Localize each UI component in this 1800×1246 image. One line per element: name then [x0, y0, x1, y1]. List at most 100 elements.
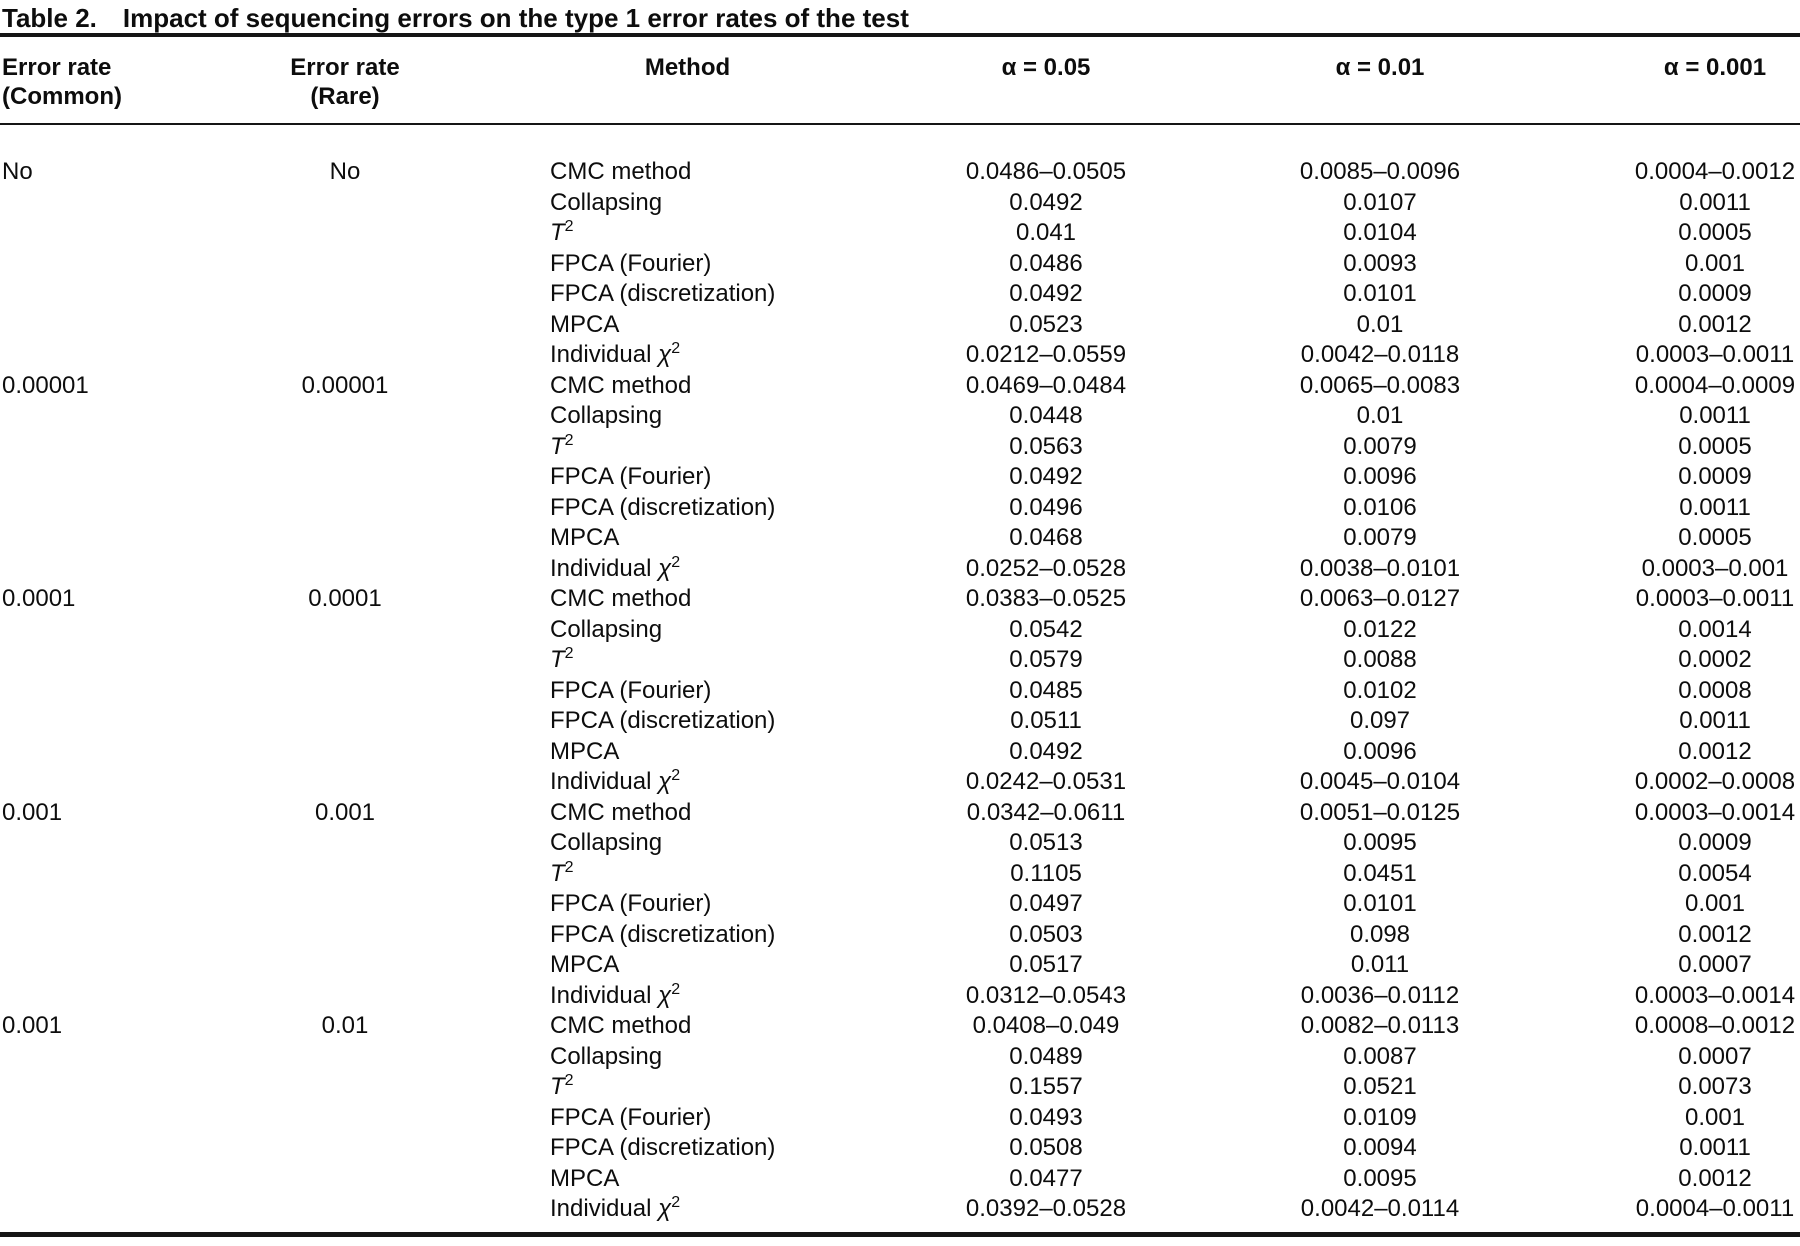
- cell-error-rate-common: [0, 218, 245, 249]
- cell-alpha-001: 0.0045–0.0104: [1299, 768, 1461, 795]
- method-text: χ: [658, 341, 672, 368]
- col-header-error-rate-rare: Error rate (Rare): [245, 35, 445, 125]
- method-text: FPCA (Fourier): [550, 463, 712, 490]
- cell-alpha-0001: 0.0073: [1678, 1073, 1752, 1100]
- method-text: χ: [658, 1195, 672, 1222]
- cell-alpha-005: 0.0486–0.0505: [965, 158, 1127, 185]
- cell-method: MPCA: [445, 950, 880, 981]
- cell-alpha-001: 0.0106: [1343, 493, 1417, 521]
- cell-alpha-001: 0.011: [1350, 951, 1410, 978]
- cell-method: CMC method: [445, 124, 880, 188]
- cell-error-rate-common: [0, 279, 245, 310]
- method-text: Collapsing: [550, 188, 663, 216]
- cell-alpha-005: 0.0517: [1009, 951, 1083, 978]
- cell-alpha-0001: 0.0003–0.0014: [1634, 981, 1796, 1009]
- cell-error-rate-common: [0, 981, 245, 1012]
- superscript: 2: [671, 980, 681, 998]
- cell-alpha-001: 0.0095: [1343, 829, 1417, 856]
- cell-alpha-0001: 0.0003–0.0011: [1635, 585, 1795, 612]
- method-text: χ: [658, 981, 672, 1009]
- cell-alpha-0001: 0.0009: [1678, 280, 1752, 307]
- cell-method: T2: [445, 859, 880, 890]
- cell-error-rate-common: [0, 432, 245, 463]
- cell-method: CMC method: [445, 1011, 880, 1042]
- method-text: FPCA (discretization): [550, 280, 776, 307]
- cell-alpha-005: 0.0542: [1009, 615, 1083, 643]
- superscript: 2: [671, 340, 681, 357]
- cell-alpha-001: 0.0036–0.0112: [1300, 981, 1460, 1009]
- cell-alpha-0001: 0.0007: [1678, 1042, 1752, 1070]
- table-row: FPCA (Fourier) 0.0485 0.0102 0.0008: [0, 676, 1800, 707]
- cell-error-rate-common: [0, 889, 245, 920]
- method-text: χ: [658, 768, 672, 795]
- table-row: Collapsing 0.0492 0.0107 0.0011: [0, 188, 1800, 219]
- cell-alpha-0001: 0.0007: [1678, 951, 1752, 978]
- method-text: FPCA (Fourier): [550, 1103, 712, 1131]
- method-text: T: [550, 1073, 565, 1100]
- cell-alpha-0001: 0.0011: [1679, 188, 1751, 216]
- cell-alpha-001: 0.0521: [1343, 1073, 1417, 1100]
- data-table: Error rate (Common) Error rate (Rare) Me…: [0, 33, 1800, 1237]
- cell-error-rate-rare: [245, 920, 445, 951]
- cell-error-rate-rare: [245, 1164, 445, 1195]
- method-text: Collapsing: [550, 615, 663, 643]
- cell-error-rate-rare: [245, 279, 445, 310]
- method-text: Individual: [550, 768, 659, 795]
- cell-method: MPCA: [445, 1164, 880, 1195]
- cell-alpha-0001: 0.0005: [1678, 432, 1752, 460]
- cell-error-rate-common: [0, 493, 245, 524]
- cell-method: Individual χ2: [445, 1194, 880, 1234]
- method-text: CMC method: [550, 158, 692, 185]
- cell-error-rate-common: 0.001: [2, 798, 63, 826]
- cell-alpha-001: 0.0093: [1343, 249, 1417, 277]
- cell-alpha-001: 0.0104: [1343, 219, 1417, 246]
- cell-alpha-001: 0.01: [1356, 402, 1404, 429]
- cell-alpha-005: 0.0242–0.0531: [965, 768, 1127, 795]
- cell-alpha-0001: 0.0004–0.0011: [1635, 1195, 1795, 1222]
- cell-alpha-005: 0.0511: [1010, 707, 1082, 734]
- cell-alpha-005: 0.0312–0.0543: [965, 981, 1127, 1009]
- table-caption-text: Impact of sequencing errors on the type …: [122, 3, 909, 33]
- method-text: FPCA (discretization): [550, 1134, 776, 1161]
- cell-alpha-005: 0.0508: [1009, 1134, 1083, 1161]
- table-header: Error rate (Common) Error rate (Rare) Me…: [0, 35, 1800, 125]
- cell-alpha-001: 0.0065–0.0083: [1299, 371, 1461, 399]
- cell-alpha-005: 0.0468: [1009, 524, 1083, 551]
- table-row: FPCA (discretization) 0.0492 0.0101 0.0009: [0, 279, 1800, 310]
- cell-alpha-001: 0.0096: [1343, 737, 1417, 765]
- cell-alpha-001: 0.0122: [1343, 615, 1417, 643]
- table-row: MPCA 0.0523 0.01 0.0012: [0, 310, 1800, 341]
- cell-method: Collapsing: [445, 401, 880, 432]
- cell-alpha-0001: 0.0005: [1678, 219, 1752, 246]
- cell-alpha-0001: 0.0004–0.0012: [1634, 158, 1796, 185]
- cell-error-rate-common: [0, 645, 245, 676]
- method-text: MPCA: [550, 524, 620, 551]
- table-row: MPCA 0.0517 0.011 0.0007: [0, 950, 1800, 981]
- cell-error-rate-common: [0, 401, 245, 432]
- cell-alpha-0001: 0.0012: [1678, 920, 1752, 948]
- cell-alpha-005: 0.0392–0.0528: [965, 1195, 1127, 1222]
- cell-error-rate-common: [0, 249, 245, 280]
- cell-error-rate-rare: [245, 554, 445, 585]
- cell-error-rate-common: [0, 737, 245, 768]
- cell-error-rate-rare: [245, 493, 445, 524]
- method-text: MPCA: [550, 1164, 620, 1192]
- cell-error-rate-rare: [245, 828, 445, 859]
- cell-alpha-005: 0.0497: [1009, 890, 1083, 917]
- table-row: Individual χ2 0.0242–0.0531 0.0045–0.0104 0…: [0, 767, 1800, 798]
- cell-alpha-001: 0.097: [1349, 707, 1411, 734]
- cell-method: Collapsing: [445, 828, 880, 859]
- cell-method: CMC method: [445, 798, 880, 829]
- cell-error-rate-common: [0, 1133, 245, 1164]
- cell-error-rate-common: [0, 523, 245, 554]
- cell-error-rate-rare: [245, 950, 445, 981]
- method-text: MPCA: [550, 951, 620, 978]
- cell-alpha-001: 0.0042–0.0118: [1300, 341, 1460, 368]
- cell-method: FPCA (Fourier): [445, 249, 880, 280]
- cell-method: FPCA (discretization): [445, 1133, 880, 1164]
- cell-alpha-001: 0.098: [1349, 920, 1411, 948]
- table-row: 0.001 0.01 CMC method 0.0408–0.049 0.0082–0.…: [0, 1011, 1800, 1042]
- superscript: 2: [671, 767, 681, 784]
- cell-error-rate-rare: 0.0001: [308, 585, 382, 612]
- cell-alpha-001: 0.0096: [1343, 463, 1417, 490]
